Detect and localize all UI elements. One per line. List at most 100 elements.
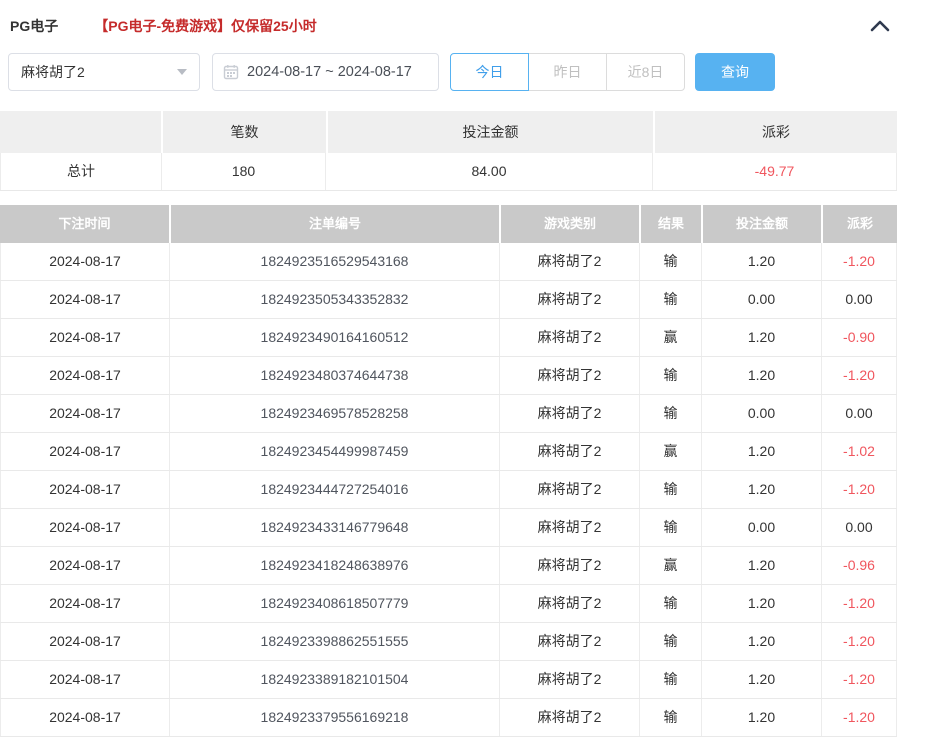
- cell-bet-time: 2024-08-17: [0, 699, 170, 736]
- caret-down-icon: [177, 69, 187, 75]
- cell-bet-time: 2024-08-17: [0, 623, 170, 660]
- notice-text: 【PG电子-免费游戏】仅保留25小时: [94, 18, 317, 34]
- search-button[interactable]: 查询: [695, 53, 775, 91]
- cell-game-type: 麻将胡了2: [500, 395, 640, 432]
- game-select-value: 麻将胡了2: [21, 64, 85, 80]
- date-range-input[interactable]: 2024-08-17 ~ 2024-08-17: [212, 53, 439, 91]
- cell-result: 输: [640, 471, 702, 508]
- cell-bet-amount: 1.20: [702, 661, 822, 698]
- cell-order-id: 1824923490164160512: [170, 319, 500, 356]
- cell-bet-amount: 1.20: [702, 623, 822, 660]
- summary-total-count: 180: [162, 153, 326, 190]
- filter-bar: 麻将胡了2 2024-08-17 ~ 2024-08-17 今日 昨日 近8日 …: [8, 53, 934, 91]
- summary-total-bet-amount: 84.00: [326, 153, 653, 190]
- cell-result: 输: [640, 699, 702, 736]
- cell-result: 输: [640, 281, 702, 318]
- records-table: 下注时间 注单编号 游戏类别 结果 投注金额 派彩 2024-08-17 182…: [0, 205, 897, 737]
- cell-game-type: 麻将胡了2: [500, 357, 640, 394]
- cell-result: 输: [640, 509, 702, 546]
- cell-order-id: 1824923408618507779: [170, 585, 500, 622]
- cell-bet-time: 2024-08-17: [0, 281, 170, 318]
- cell-order-id: 1824923516529543168: [170, 243, 500, 280]
- cell-game-type: 麻将胡了2: [500, 243, 640, 280]
- records-body: 2024-08-17 1824923516529543168 麻将胡了2 输 1…: [0, 243, 897, 737]
- cell-order-id: 1824923444727254016: [170, 471, 500, 508]
- page-title: PG电子: [10, 18, 59, 34]
- cell-bet-time: 2024-08-17: [0, 243, 170, 280]
- cell-result: 输: [640, 243, 702, 280]
- cell-result: 输: [640, 585, 702, 622]
- cell-payout: -1.20: [822, 585, 897, 622]
- cell-game-type: 麻将胡了2: [500, 281, 640, 318]
- table-row: 2024-08-17 1824923469578528258 麻将胡了2 输 0…: [0, 395, 897, 433]
- cell-order-id: 1824923469578528258: [170, 395, 500, 432]
- summary-header-payout: 派彩: [655, 111, 897, 153]
- table-row: 2024-08-17 1824923379556169218 麻将胡了2 输 1…: [0, 699, 897, 737]
- cell-bet-amount: 1.20: [702, 357, 822, 394]
- summary-total-label: 总计: [0, 153, 162, 190]
- cell-game-type: 麻将胡了2: [500, 699, 640, 736]
- summary-header-blank: [0, 111, 161, 153]
- cell-game-type: 麻将胡了2: [500, 319, 640, 356]
- cell-bet-amount: 1.20: [702, 243, 822, 280]
- summary-table: 笔数 投注金额 派彩 总计 180 84.00 -49.77: [0, 111, 897, 191]
- cell-order-id: 1824923480374644738: [170, 357, 500, 394]
- cell-payout: -0.90: [822, 319, 897, 356]
- cell-bet-time: 2024-08-17: [0, 319, 170, 356]
- table-row: 2024-08-17 1824923505343352832 麻将胡了2 输 0…: [0, 281, 897, 319]
- cell-order-id: 1824923454499987459: [170, 433, 500, 470]
- yesterday-button[interactable]: 昨日: [528, 53, 607, 91]
- cell-game-type: 麻将胡了2: [500, 509, 640, 546]
- records-header-order-id: 注单编号: [171, 205, 499, 243]
- cell-game-type: 麻将胡了2: [500, 585, 640, 622]
- cell-game-type: 麻将胡了2: [500, 661, 640, 698]
- summary-header-bet-amount: 投注金额: [328, 111, 653, 153]
- last8days-button[interactable]: 近8日: [606, 53, 685, 91]
- cell-order-id: 1824923379556169218: [170, 699, 500, 736]
- cell-order-id: 1824923398862551555: [170, 623, 500, 660]
- cell-payout: 0.00: [822, 395, 897, 432]
- cell-bet-time: 2024-08-17: [0, 547, 170, 584]
- cell-payout: -1.20: [822, 661, 897, 698]
- cell-order-id: 1824923389182101504: [170, 661, 500, 698]
- cell-bet-time: 2024-08-17: [0, 471, 170, 508]
- cell-game-type: 麻将胡了2: [500, 471, 640, 508]
- records-header-payout: 派彩: [823, 205, 897, 243]
- cell-bet-time: 2024-08-17: [0, 395, 170, 432]
- table-row: 2024-08-17 1824923444727254016 麻将胡了2 输 1…: [0, 471, 897, 509]
- cell-bet-amount: 1.20: [702, 319, 822, 356]
- today-button[interactable]: 今日: [450, 53, 529, 91]
- cell-bet-time: 2024-08-17: [0, 585, 170, 622]
- cell-result: 输: [640, 623, 702, 660]
- records-header-bet-amount: 投注金额: [703, 205, 821, 243]
- cell-bet-amount: 1.20: [702, 585, 822, 622]
- cell-bet-amount: 1.20: [702, 433, 822, 470]
- cell-game-type: 麻将胡了2: [500, 623, 640, 660]
- cell-payout: -1.20: [822, 243, 897, 280]
- collapse-panel-button[interactable]: [870, 20, 890, 32]
- cell-game-type: 麻将胡了2: [500, 547, 640, 584]
- cell-order-id: 1824923505343352832: [170, 281, 500, 318]
- summary-total-row: 总计 180 84.00 -49.77: [0, 153, 897, 191]
- cell-payout: -1.20: [822, 623, 897, 660]
- cell-bet-amount: 1.20: [702, 699, 822, 736]
- cell-payout: -1.02: [822, 433, 897, 470]
- table-row: 2024-08-17 1824923389182101504 麻将胡了2 输 1…: [0, 661, 897, 699]
- cell-bet-time: 2024-08-17: [0, 433, 170, 470]
- date-range-value: 2024-08-17 ~ 2024-08-17: [247, 64, 412, 80]
- cell-bet-amount: 1.20: [702, 547, 822, 584]
- summary-header-row: 笔数 投注金额 派彩: [0, 111, 897, 153]
- table-row: 2024-08-17 1824923433146779648 麻将胡了2 输 0…: [0, 509, 897, 547]
- game-select[interactable]: 麻将胡了2: [8, 53, 200, 91]
- cell-bet-amount: 0.00: [702, 281, 822, 318]
- table-row: 2024-08-17 1824923480374644738 麻将胡了2 输 1…: [0, 357, 897, 395]
- cell-result: 赢: [640, 433, 702, 470]
- cell-result: 输: [640, 661, 702, 698]
- cell-bet-time: 2024-08-17: [0, 357, 170, 394]
- header-bar: PG电子 【PG电子-免费游戏】仅保留25小时: [0, 0, 934, 36]
- cell-result: 赢: [640, 547, 702, 584]
- table-row: 2024-08-17 1824923398862551555 麻将胡了2 输 1…: [0, 623, 897, 661]
- summary-header-count: 笔数: [163, 111, 326, 153]
- quick-date-button-group: 今日 昨日 近8日: [450, 53, 685, 91]
- summary-total-payout: -49.77: [653, 153, 897, 190]
